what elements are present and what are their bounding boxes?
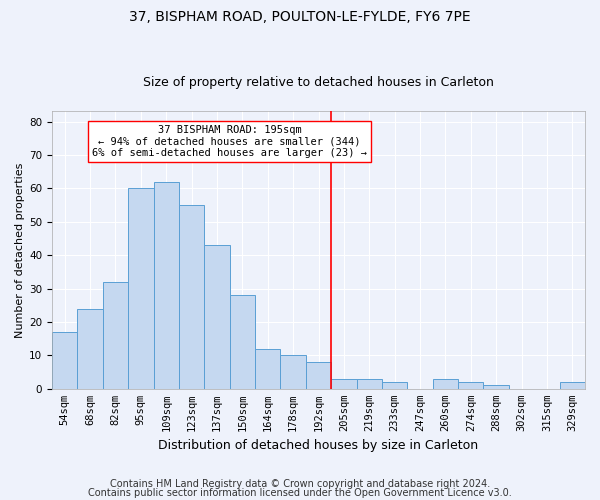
Bar	[128, 188, 154, 389]
Text: 37, BISPHAM ROAD, POULTON-LE-FYLDE, FY6 7PE: 37, BISPHAM ROAD, POULTON-LE-FYLDE, FY6 …	[129, 10, 471, 24]
Bar	[356, 379, 382, 389]
Bar	[204, 245, 230, 389]
Bar	[255, 348, 280, 389]
Bar	[230, 296, 255, 389]
Text: 37 BISPHAM ROAD: 195sqm
← 94% of detached houses are smaller (344)
6% of semi-de: 37 BISPHAM ROAD: 195sqm ← 94% of detache…	[92, 125, 367, 158]
X-axis label: Distribution of detached houses by size in Carleton: Distribution of detached houses by size …	[158, 440, 479, 452]
Bar	[306, 362, 331, 389]
Bar	[458, 382, 484, 389]
Bar	[382, 382, 407, 389]
Bar	[331, 379, 356, 389]
Bar	[484, 386, 509, 389]
Y-axis label: Number of detached properties: Number of detached properties	[15, 162, 25, 338]
Text: Contains HM Land Registry data © Crown copyright and database right 2024.: Contains HM Land Registry data © Crown c…	[110, 479, 490, 489]
Title: Size of property relative to detached houses in Carleton: Size of property relative to detached ho…	[143, 76, 494, 90]
Bar	[179, 205, 204, 389]
Bar	[52, 332, 77, 389]
Bar	[280, 356, 306, 389]
Bar	[103, 282, 128, 389]
Bar	[77, 308, 103, 389]
Bar	[433, 379, 458, 389]
Bar	[560, 382, 585, 389]
Text: Contains public sector information licensed under the Open Government Licence v3: Contains public sector information licen…	[88, 488, 512, 498]
Bar	[154, 182, 179, 389]
